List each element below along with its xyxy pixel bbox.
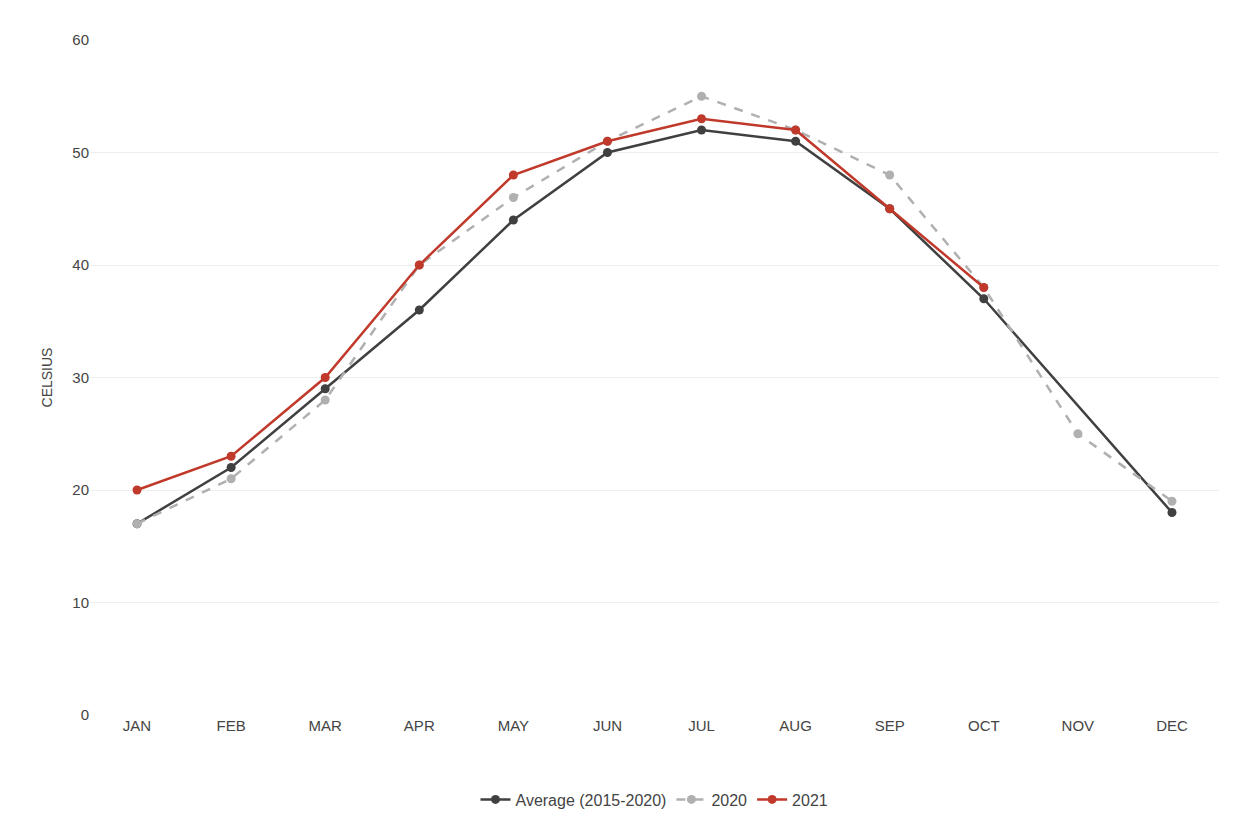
svg-text:2020: 2020: [711, 792, 747, 809]
svg-text:FEB: FEB: [217, 717, 246, 734]
svg-text:MAY: MAY: [498, 717, 529, 734]
svg-text:AUG: AUG: [779, 717, 812, 734]
svg-text:JUN: JUN: [593, 717, 622, 734]
svg-text:CELSIUS: CELSIUS: [39, 348, 55, 408]
svg-text:APR: APR: [404, 717, 435, 734]
svg-text:2021: 2021: [792, 792, 828, 809]
svg-text:10: 10: [72, 594, 89, 611]
svg-text:JUL: JUL: [688, 717, 715, 734]
svg-text:SEP: SEP: [875, 717, 905, 734]
svg-text:MAR: MAR: [309, 717, 343, 734]
svg-text:JAN: JAN: [123, 717, 151, 734]
svg-text:DEC: DEC: [1156, 717, 1188, 734]
svg-text:0: 0: [81, 706, 89, 723]
svg-text:60: 60: [72, 31, 89, 48]
svg-text:30: 30: [72, 369, 89, 386]
svg-text:OCT: OCT: [968, 717, 1000, 734]
svg-text:20: 20: [72, 481, 89, 498]
svg-text:40: 40: [72, 256, 89, 273]
svg-text:NOV: NOV: [1062, 717, 1095, 734]
svg-text:50: 50: [72, 144, 89, 161]
svg-text:Average (2015-2020): Average (2015-2020): [516, 792, 667, 809]
